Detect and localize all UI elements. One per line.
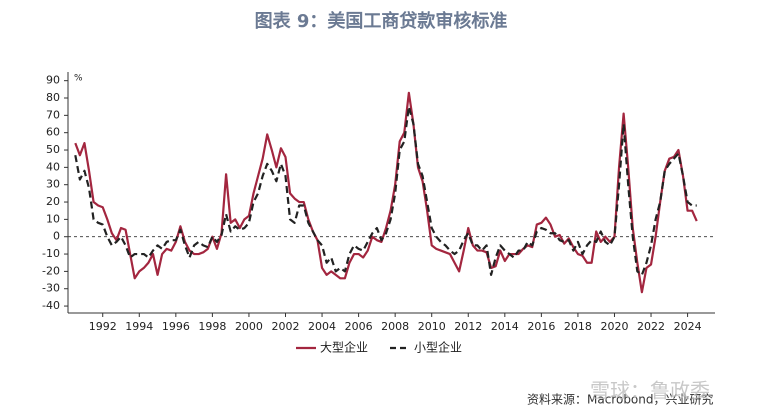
x-tick-label: 2008 xyxy=(381,320,409,333)
y-tick-label: 0 xyxy=(53,230,60,243)
series-line xyxy=(74,91,698,294)
legend-label: 大型企业 xyxy=(320,340,368,355)
legend-label: 小型企业 xyxy=(414,340,462,355)
x-tick-label: 2022 xyxy=(637,320,665,333)
x-tick-label: 2000 xyxy=(235,320,263,333)
x-tick-label: 2004 xyxy=(308,320,336,333)
y-tick-label: 80 xyxy=(46,91,60,104)
chart-title: 图表 9：美国工商贷款审核标准 xyxy=(255,10,508,32)
watermark: 雪球：鲁政委 xyxy=(590,379,710,403)
y-tick-label: -10 xyxy=(42,247,60,260)
x-tick-label: 1996 xyxy=(162,320,190,333)
y-tick-label: -30 xyxy=(42,282,60,295)
y-unit: % xyxy=(74,74,83,84)
y-tick-label: 40 xyxy=(46,160,60,173)
y-tick-label: 50 xyxy=(46,143,60,156)
x-tick-label: 2018 xyxy=(564,320,592,333)
y-tick-label: 10 xyxy=(46,212,60,225)
y-tick-label: 90 xyxy=(46,74,60,87)
y-tick-label: 70 xyxy=(46,108,60,121)
x-tick-label: 2012 xyxy=(454,320,482,333)
x-tick-label: 2024 xyxy=(674,320,702,333)
y-tick-label: 20 xyxy=(46,195,60,208)
y-tick-label: 30 xyxy=(46,178,60,191)
y-tick-label: -20 xyxy=(42,264,60,277)
x-tick-label: 2006 xyxy=(345,320,373,333)
series-line xyxy=(74,105,697,276)
x-tick-label: 1994 xyxy=(125,320,153,333)
x-tick-label: 2014 xyxy=(491,320,519,333)
source: 资料来源：Macrobond，兴业研究 xyxy=(527,392,714,407)
x-tick-label: 1998 xyxy=(198,320,226,333)
x-tick-label: 1992 xyxy=(89,320,117,333)
x-tick-label: 2016 xyxy=(527,320,555,333)
x-tick-label: 2020 xyxy=(600,320,628,333)
x-tick-label: 2002 xyxy=(271,320,299,333)
y-tick-label: -40 xyxy=(42,299,60,312)
y-tick-label: 60 xyxy=(46,126,60,139)
x-tick-label: 2010 xyxy=(418,320,446,333)
